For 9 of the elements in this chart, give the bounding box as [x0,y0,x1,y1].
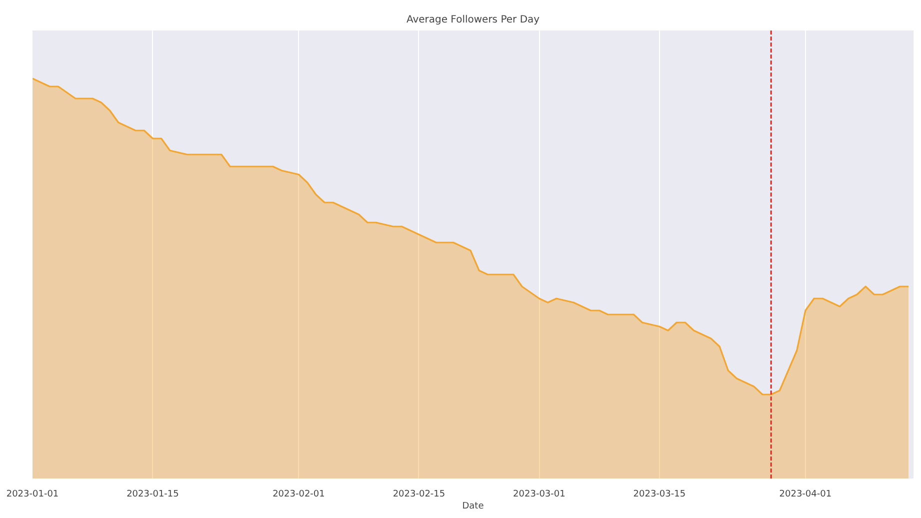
x-tick-label: 2023-01-01 [6,490,59,500]
x-tick-label: 2023-03-15 [633,490,686,500]
x-tick-label: 2023-04-01 [779,490,832,500]
x-tick-label: 2023-03-01 [513,490,566,500]
x-tick-label: 2023-02-01 [272,490,325,500]
x-tick-label: 2023-02-15 [392,490,446,500]
chart-title: Average Followers Per Day [406,14,540,26]
x-tick-label: 2023-01-15 [126,490,179,500]
x-axis-title: Date [462,502,484,512]
